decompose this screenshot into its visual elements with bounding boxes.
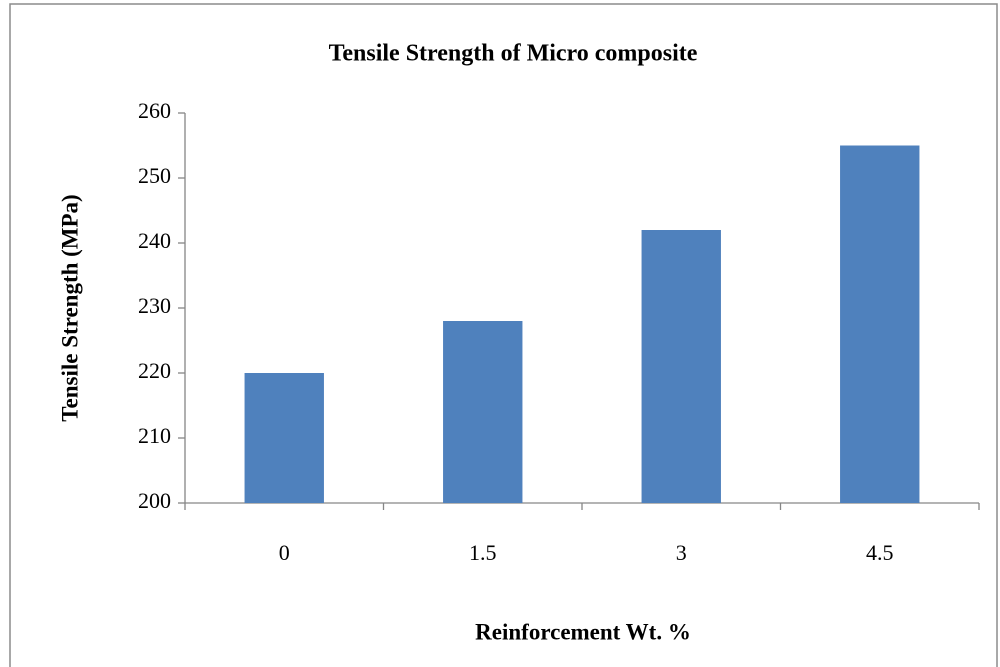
y-tick-label: 240	[138, 228, 171, 253]
y-tick-label: 250	[138, 163, 171, 188]
y-tick-label: 220	[138, 358, 171, 383]
x-tick-label: 4.5	[866, 540, 894, 565]
bar	[840, 145, 920, 503]
x-tick-label: 0	[279, 540, 290, 565]
y-tick-label: 230	[138, 293, 171, 318]
x-tick-label: 3	[676, 540, 687, 565]
bar	[641, 230, 721, 503]
y-tick-label: 260	[138, 98, 171, 123]
y-tick-label: 200	[138, 488, 171, 513]
bar	[443, 321, 523, 503]
y-tick-label: 210	[138, 423, 171, 448]
x-axis-label: Reinforcement Wt. %	[475, 619, 691, 644]
x-tick-label: 1.5	[469, 540, 497, 565]
chart-title: Tensile Strength of Micro composite	[329, 41, 698, 67]
bar	[244, 373, 324, 503]
y-axis-label: Tensile Strength (MPa)	[57, 194, 82, 421]
